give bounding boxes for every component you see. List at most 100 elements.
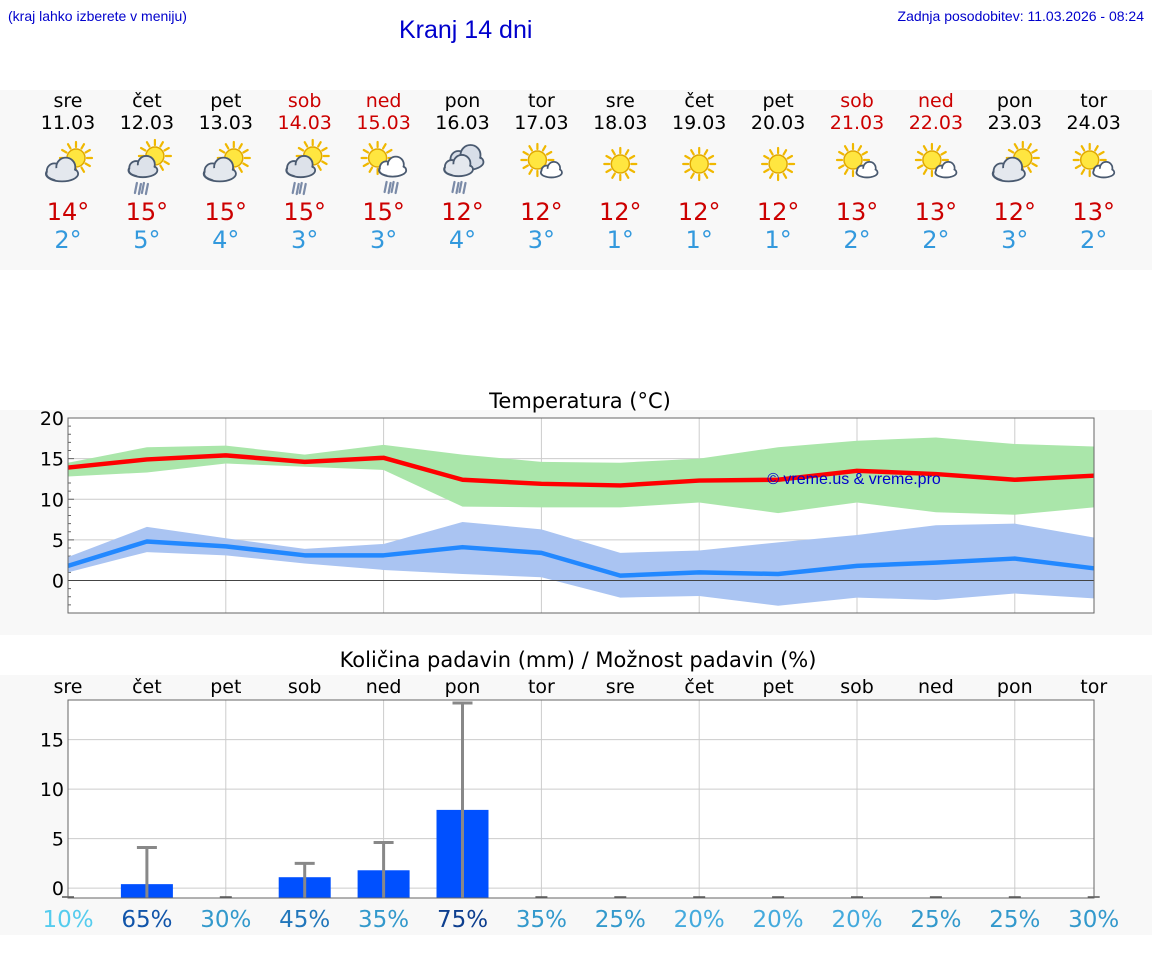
sun-ray [684,154,691,160]
sun-ray [1031,162,1038,168]
min-temp: 2° [1080,226,1107,254]
precip-probability: 20% [753,907,804,933]
sun-ray [139,146,147,152]
sun-rain-icon [127,138,172,196]
min-temp-line [67,539,1094,578]
precip-day-label: sob [840,676,874,698]
sun-ray [703,172,709,179]
sun-ray [838,164,845,170]
sun-ray [763,168,770,174]
precip-probability: 35% [358,907,409,933]
precip-probability: 35% [516,907,567,933]
sun-ray [1007,148,1015,154]
sun-ray [238,166,243,173]
sun-ray [684,168,691,174]
rain-drop [137,182,142,196]
min-temp: 5° [133,226,160,254]
rain-drop [298,181,303,195]
sun-ray [861,150,868,156]
cloud-fill [1100,162,1112,174]
temperature-frame [67,417,1095,614]
sun-ray [916,150,924,156]
day-name: sre [606,90,635,112]
sun-disc [610,154,631,174]
min-temp: 1° [686,226,713,254]
sun-ray [317,141,322,148]
sun-ray [80,166,86,173]
day-date: 12.03 [120,112,174,134]
sun-small-cloud-icon [520,142,563,179]
sun-ray [163,160,170,166]
rain-drop [455,181,460,195]
sun-ray [1094,145,1099,152]
sun-ray [843,168,849,175]
sun-rain-icon [285,138,330,196]
precipitation-frame [67,699,1095,899]
rain-drop [291,181,296,195]
precip-probability: 10% [42,907,93,933]
max-temp: 15° [362,198,405,226]
sun-disc [527,150,548,170]
min-temp: 3° [528,226,555,254]
day-date: 19.03 [672,112,726,134]
sun-ray [624,149,630,156]
sun-ray [1013,143,1019,150]
day-date: 22.03 [909,112,963,134]
day-date: 11.03 [41,112,95,134]
max-temp: 12° [599,198,642,226]
rain-drop [144,182,149,196]
sun-ray [159,164,164,171]
sun-small-cloud-icon [835,142,879,179]
sun-disc [922,150,942,170]
day-date: 14.03 [277,112,331,134]
sun-small-cloud-icon [1072,142,1116,179]
sun-ray [763,154,770,160]
sun-ray [362,148,370,154]
sun-ray [80,143,86,150]
precip-probability: 30% [1068,907,1119,933]
max-temp: 12° [441,198,484,226]
precip-day-label: sre [606,676,635,698]
cloud-fill [57,158,74,176]
sun-ray [1098,150,1105,156]
day-name: sob [288,90,322,112]
watermark: © vreme.us & vreme.pro [767,471,941,488]
sun-ray [611,172,616,179]
sun-ray [786,168,794,174]
max-temp-line [67,453,1094,488]
precip-day-label: tor [528,676,555,698]
min-temp: 4° [449,226,476,254]
y-tick-label: 15 [40,730,64,752]
precip-day-label: tor [1080,676,1107,698]
min-temp: 4° [212,226,239,254]
sun-ray [522,150,529,156]
min-temp: 3° [370,226,397,254]
precip-probability: 65% [121,907,172,933]
sun-icon [603,146,638,182]
sun-ray [242,148,249,154]
sun-ray [1074,164,1082,170]
max-temp: 12° [757,198,800,226]
sun-ray [145,141,151,148]
precip-day-label: pon [997,676,1033,698]
sun-ray [297,146,305,152]
sun-ray [362,162,370,168]
day-name: tor [528,90,555,112]
rain-drop [390,180,395,194]
precip-probability: 20% [674,907,725,933]
min-temp: 3° [1001,226,1028,254]
sun-icon [682,146,717,182]
sun-cloud-rain-icon [360,140,408,195]
sun-ray [321,146,328,152]
location-menu-hint[interactable]: (kraj lahko izberete v meniju) [8,8,187,24]
sun-ray [386,148,393,154]
day-name: sob [840,90,874,112]
rain-drop [133,181,138,195]
day-date: 15.03 [356,112,410,134]
sun-ray [922,168,928,175]
sun-ray [611,149,616,156]
day-name: pon [445,90,481,112]
precip-probability: 45% [279,907,330,933]
sun-ray [224,143,230,150]
day-name: pet [762,90,793,112]
